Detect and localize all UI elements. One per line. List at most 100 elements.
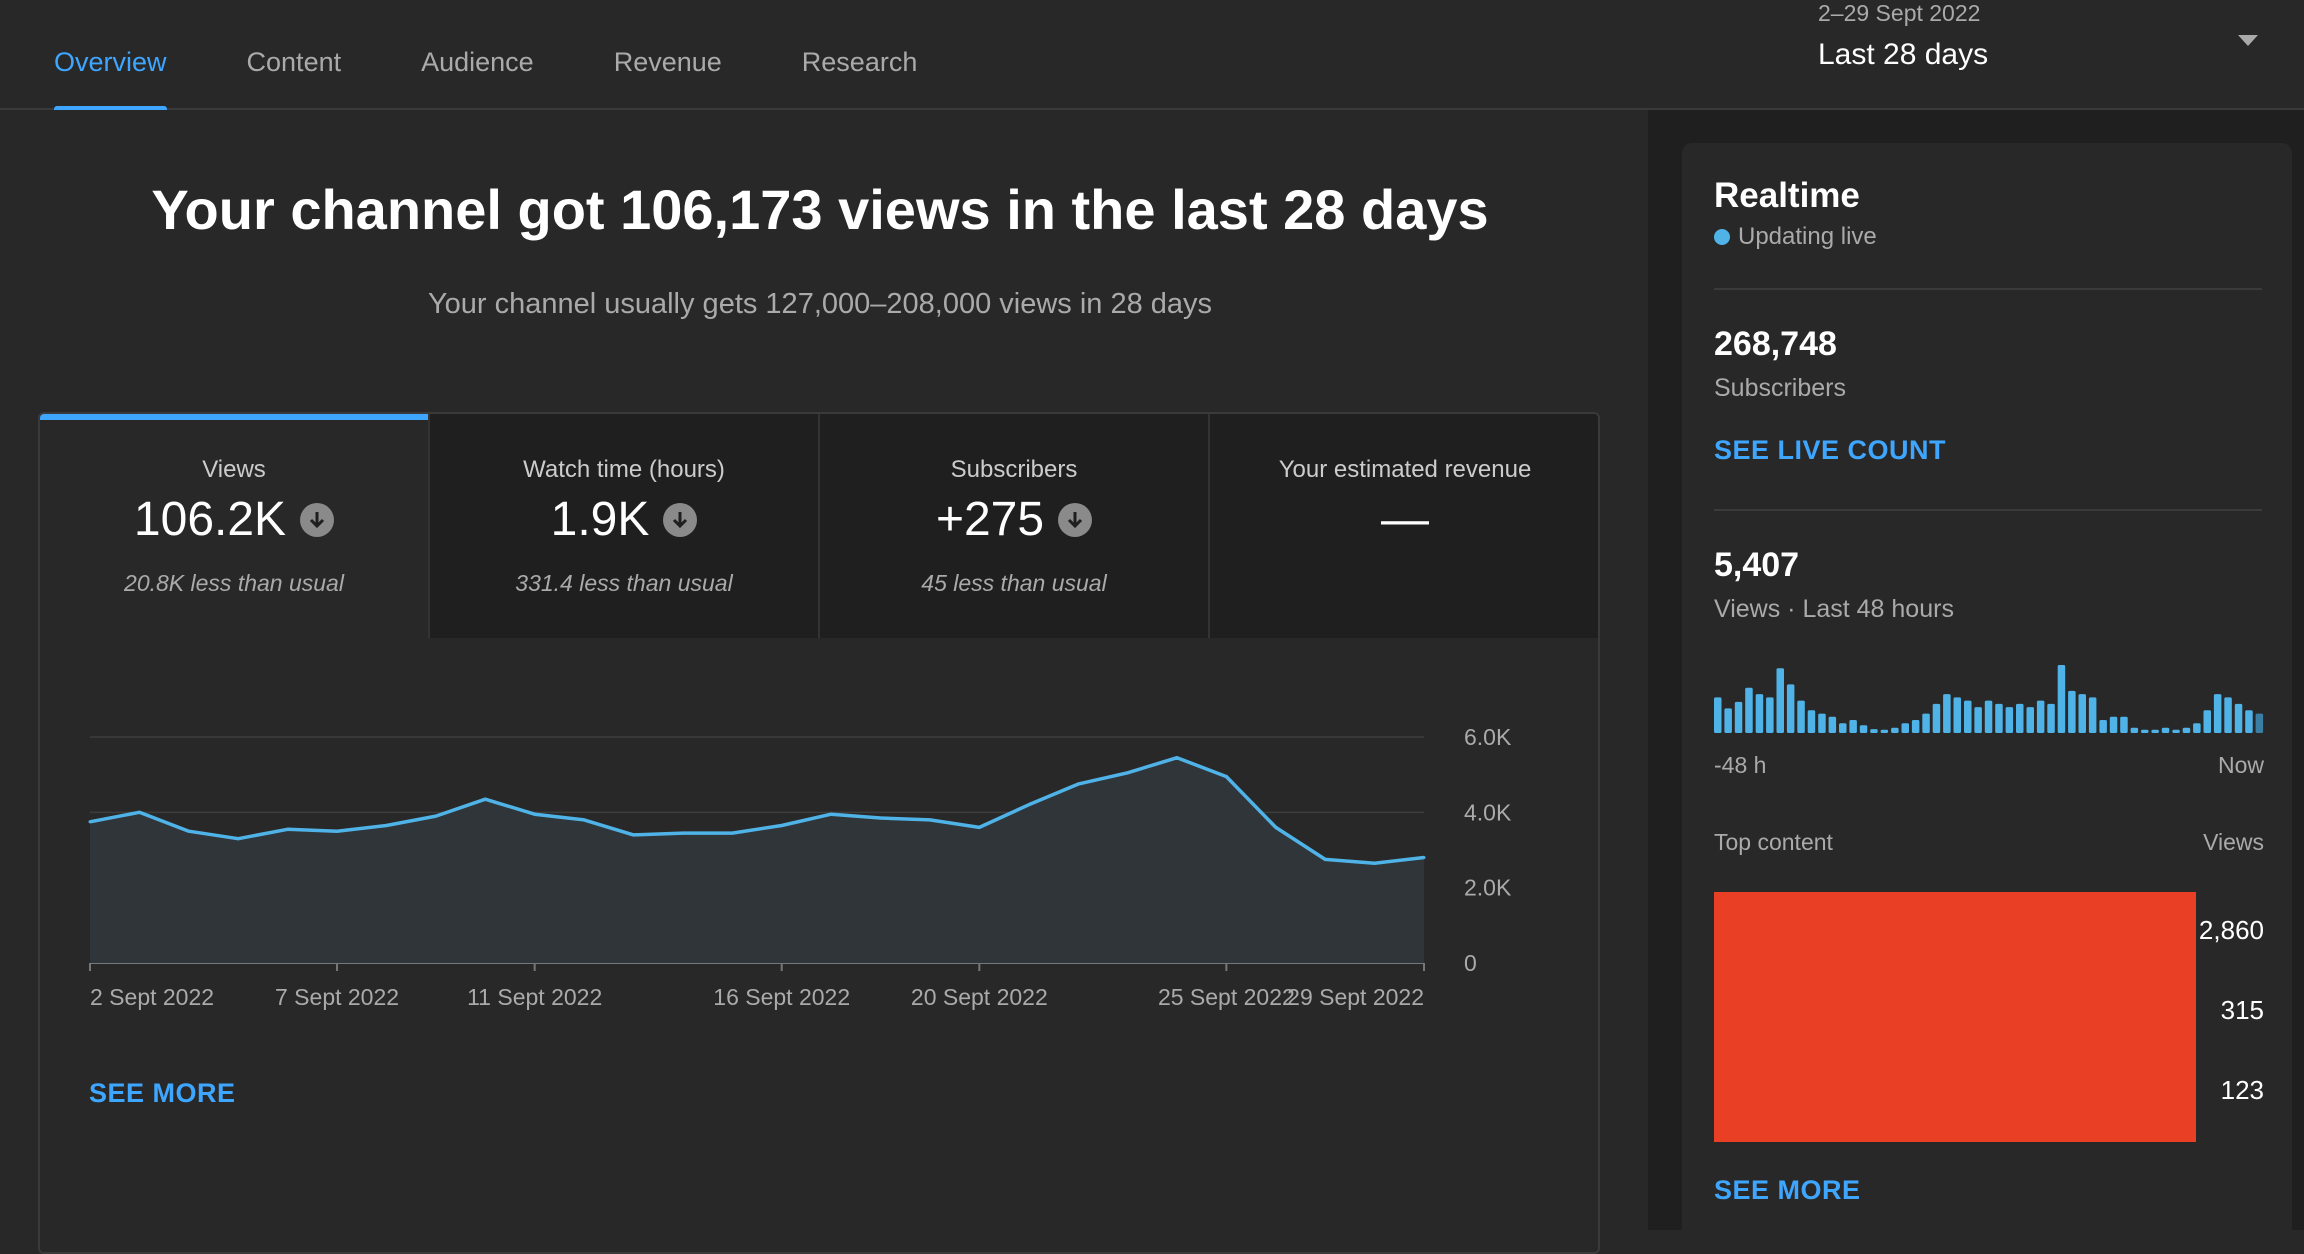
tab-content[interactable]: Content bbox=[246, 47, 342, 77]
hourly-bar bbox=[2182, 727, 2191, 733]
hourly-bar bbox=[1901, 723, 1909, 733]
top-content-views-2: 315 bbox=[2220, 995, 2264, 1025]
views-chart: 0 2.0K 4.0K 6.0K 2 Sept 2022 7 Sept 2022 11 Se… bbox=[40, 638, 1598, 1252]
hourly-bar bbox=[2193, 723, 2201, 733]
tab-revenue[interactable]: Revenue bbox=[613, 47, 722, 77]
chart-data-point bbox=[1274, 825, 1278, 829]
redacted-top-content bbox=[1714, 892, 2196, 1142]
metric-label: Views bbox=[202, 456, 266, 483]
chart-data-point bbox=[780, 824, 784, 828]
chart-data-point bbox=[187, 829, 191, 833]
metric-label: Watch time (hours) bbox=[523, 456, 725, 483]
date-range-label: Last 28 days bbox=[1818, 38, 1989, 71]
metrics-card: Views 106.2K 20.8K less than usual Watch… bbox=[38, 412, 1600, 1254]
hourly-bar bbox=[1849, 720, 1857, 733]
y-tick-label: 0 bbox=[1464, 950, 1477, 976]
bar-axis-end: Now bbox=[2217, 752, 2264, 778]
tab-overview[interactable]: Overview bbox=[54, 0, 167, 112]
tab-bar: Overview Content Audience Revenue Resear… bbox=[54, 0, 997, 112]
hourly-bar bbox=[2172, 729, 2180, 733]
realtime-title: Realtime bbox=[1714, 176, 1860, 215]
hourly-bar bbox=[1891, 727, 1899, 733]
hourly-bar bbox=[1807, 710, 1816, 733]
hourly-bar bbox=[1766, 697, 1774, 733]
chart-data-point bbox=[681, 831, 685, 835]
metric-tab-views[interactable]: Views 106.2K 20.8K less than usual bbox=[40, 414, 430, 638]
hourly-bar bbox=[1724, 708, 1732, 733]
hourly-bar bbox=[2203, 710, 2211, 733]
chart-data-point bbox=[1076, 782, 1080, 786]
hourly-bar bbox=[1818, 713, 1826, 733]
x-tick-label: 20 Sept 2022 bbox=[911, 984, 1048, 1010]
chart-data-point bbox=[236, 837, 240, 841]
top-nav: Overview Content Audience Revenue Resear… bbox=[0, 0, 2304, 112]
arrow-down-circle-icon bbox=[663, 502, 698, 537]
hourly-bar bbox=[2047, 703, 2055, 733]
views-chart-svg: 0 2.0K 4.0K 6.0K 2 Sept 2022 7 Sept 2022 11 Se… bbox=[88, 724, 1512, 1010]
hourly-bar bbox=[2151, 729, 2159, 733]
metric-value-row: — bbox=[1210, 492, 1598, 547]
hourly-bar bbox=[2026, 707, 2034, 733]
hourly-bar bbox=[2016, 703, 2024, 733]
page-subtitle: Your channel usually gets 127,000–208,00… bbox=[427, 288, 1213, 320]
tab-audience[interactable]: Audience bbox=[421, 47, 534, 77]
metric-value: — bbox=[1381, 493, 1429, 546]
chart-data-point bbox=[631, 833, 635, 837]
chart-data-point bbox=[434, 814, 438, 818]
hourly-bar bbox=[1984, 700, 1993, 733]
page-title: Your channel got 106,173 views in the la… bbox=[151, 178, 1489, 241]
metric-tab-watch-time[interactable]: Watch time (hours) 1.9K 331.4 less than … bbox=[430, 414, 820, 638]
metric-value-row: 106.2K bbox=[40, 492, 428, 547]
hourly-bar bbox=[1859, 725, 1868, 733]
date-range-selector[interactable]: 2–29 Sept 2022 Last 28 days bbox=[1818, 0, 2258, 108]
overview-main: Your channel got 106,173 views in the la… bbox=[0, 110, 1648, 1254]
chart-data-point bbox=[384, 824, 388, 828]
chart-data-point bbox=[977, 825, 981, 829]
chart-data-point bbox=[1027, 803, 1031, 807]
hourly-bar bbox=[2036, 700, 2045, 733]
hourly-bar bbox=[2255, 713, 2264, 733]
hourly-bar bbox=[2099, 720, 2107, 733]
hourly-bar bbox=[1922, 713, 1930, 733]
hourly-bar bbox=[1953, 697, 1961, 733]
chart-data-point bbox=[335, 829, 339, 833]
x-tick-label: 7 Sept 2022 bbox=[275, 984, 399, 1010]
metric-value: 1.9K bbox=[550, 493, 650, 546]
metric-note: 45 less than usual bbox=[921, 570, 1107, 596]
hourly-bar bbox=[2120, 716, 2128, 733]
top-content-views-1: 2,860 bbox=[2198, 915, 2264, 945]
see-more-button[interactable]: SEE MORE bbox=[89, 1078, 236, 1108]
chart-data-point bbox=[483, 797, 487, 801]
hourly-bar bbox=[2078, 694, 2086, 733]
hourly-bar bbox=[1880, 729, 1889, 733]
chart-data-point bbox=[829, 812, 833, 816]
hourly-bar bbox=[1734, 701, 1743, 733]
divider bbox=[1714, 509, 2262, 511]
hourly-bar bbox=[2161, 727, 2170, 733]
top-content-see-more-button[interactable]: SEE MORE bbox=[1714, 1175, 1861, 1205]
chart-data-point bbox=[1126, 771, 1130, 775]
hourly-bar bbox=[2068, 690, 2076, 733]
hourly-bar bbox=[1932, 703, 1941, 733]
x-tick-label: 11 Sept 2022 bbox=[467, 984, 602, 1010]
chart-data-point bbox=[286, 827, 290, 831]
chart-data-point bbox=[1224, 775, 1228, 779]
metric-tab-revenue[interactable]: Your estimated revenue — bbox=[1210, 414, 1598, 638]
metric-label: Your estimated revenue bbox=[1278, 456, 1532, 483]
tab-research[interactable]: Research bbox=[801, 47, 918, 77]
metric-value-row: +275 bbox=[820, 492, 1208, 547]
live-label: Updating live bbox=[1738, 223, 1877, 250]
chart-series-line bbox=[89, 755, 1425, 865]
chart-data-point bbox=[1175, 756, 1179, 760]
hourly-bar bbox=[1797, 700, 1805, 733]
chart-data-point bbox=[1373, 861, 1377, 865]
x-tick-label: 25 Sept 2022 bbox=[1158, 984, 1295, 1010]
metric-note: 331.4 less than usual bbox=[515, 570, 733, 596]
hourly-bar bbox=[2057, 665, 2066, 733]
hourly-bar bbox=[2213, 694, 2222, 733]
see-live-count-button[interactable]: SEE LIVE COUNT bbox=[1714, 435, 1947, 465]
metric-tab-subscribers[interactable]: Subscribers +275 45 less than usual bbox=[820, 414, 1210, 638]
y-tick-label: 2.0K bbox=[1464, 875, 1512, 901]
divider bbox=[1714, 288, 2262, 290]
live-indicator: Updating live bbox=[1714, 223, 1877, 251]
